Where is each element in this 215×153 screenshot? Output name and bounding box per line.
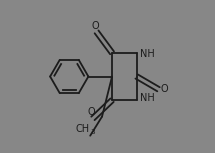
Text: NH: NH bbox=[140, 93, 155, 103]
Text: CH: CH bbox=[75, 123, 89, 134]
Text: O: O bbox=[92, 21, 100, 31]
Text: NH: NH bbox=[140, 49, 155, 59]
Text: O: O bbox=[87, 107, 95, 117]
Text: O: O bbox=[161, 84, 168, 94]
Text: 3: 3 bbox=[91, 129, 95, 135]
